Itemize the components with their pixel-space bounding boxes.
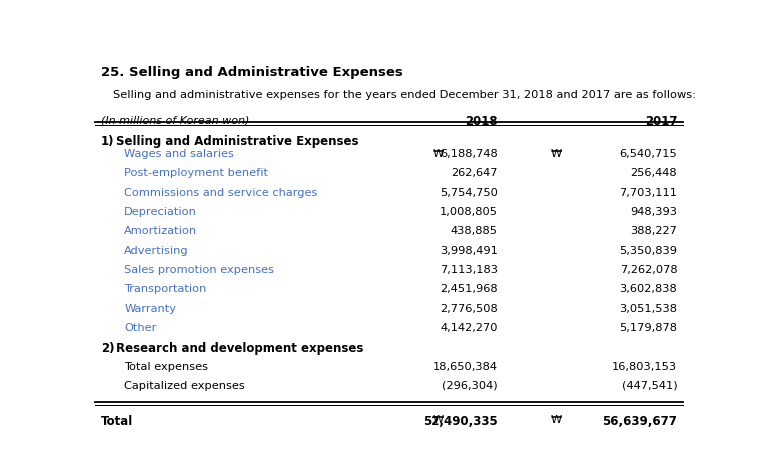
Text: 256,448: 256,448 bbox=[631, 168, 677, 178]
Text: 948,393: 948,393 bbox=[630, 207, 677, 217]
Text: 5,754,750: 5,754,750 bbox=[440, 188, 498, 198]
Text: 5,179,878: 5,179,878 bbox=[619, 323, 677, 333]
Text: 2,451,968: 2,451,968 bbox=[440, 284, 498, 294]
Text: 6,540,715: 6,540,715 bbox=[619, 149, 677, 159]
Text: ₩: ₩ bbox=[551, 149, 562, 159]
Text: 25. Selling and Administrative Expenses: 25. Selling and Administrative Expenses bbox=[101, 66, 402, 79]
Text: 3,602,838: 3,602,838 bbox=[619, 284, 677, 294]
Text: 52,490,335: 52,490,335 bbox=[423, 415, 498, 428]
Text: 388,227: 388,227 bbox=[630, 226, 677, 236]
Text: Selling and administrative expenses for the years ended December 31, 2018 and 20: Selling and administrative expenses for … bbox=[112, 90, 695, 100]
Text: Sales promotion expenses: Sales promotion expenses bbox=[124, 265, 274, 275]
Text: (296,304): (296,304) bbox=[442, 381, 498, 391]
Text: 4,142,270: 4,142,270 bbox=[440, 323, 498, 333]
Text: Transportation: Transportation bbox=[124, 284, 206, 294]
Text: 16,803,153: 16,803,153 bbox=[612, 362, 677, 372]
Text: Warranty: Warranty bbox=[124, 304, 176, 314]
Text: Capitalized expenses: Capitalized expenses bbox=[124, 381, 245, 391]
Text: 2017: 2017 bbox=[644, 115, 677, 128]
Text: 438,885: 438,885 bbox=[451, 226, 498, 236]
Text: Other: Other bbox=[124, 323, 156, 333]
Text: 3,051,538: 3,051,538 bbox=[619, 304, 677, 314]
Text: (In millions of Korean won): (In millions of Korean won) bbox=[101, 115, 249, 125]
Text: Wages and salaries: Wages and salaries bbox=[124, 149, 235, 159]
Text: 5,350,839: 5,350,839 bbox=[619, 246, 677, 255]
Text: Total expenses: Total expenses bbox=[124, 362, 208, 372]
Text: 18,650,384: 18,650,384 bbox=[433, 362, 498, 372]
Text: Selling and Administrative Expenses: Selling and Administrative Expenses bbox=[116, 135, 358, 148]
Text: 2): 2) bbox=[101, 342, 115, 356]
Text: 3,998,491: 3,998,491 bbox=[440, 246, 498, 255]
Text: ₩: ₩ bbox=[433, 149, 444, 159]
Text: 1,008,805: 1,008,805 bbox=[439, 207, 498, 217]
Text: 1): 1) bbox=[101, 135, 115, 148]
Text: 56,639,677: 56,639,677 bbox=[603, 415, 677, 428]
Text: Total: Total bbox=[101, 415, 133, 428]
Text: 262,647: 262,647 bbox=[452, 168, 498, 178]
Text: 7,113,183: 7,113,183 bbox=[439, 265, 498, 275]
Text: ₩: ₩ bbox=[551, 415, 562, 425]
Text: (447,541): (447,541) bbox=[622, 381, 677, 391]
Text: 2,776,508: 2,776,508 bbox=[440, 304, 498, 314]
Text: Advertising: Advertising bbox=[124, 246, 189, 255]
Text: Depreciation: Depreciation bbox=[124, 207, 197, 217]
Text: Commissions and service charges: Commissions and service charges bbox=[124, 188, 318, 198]
Text: 2018: 2018 bbox=[465, 115, 498, 128]
Text: 7,262,078: 7,262,078 bbox=[619, 265, 677, 275]
Text: ₩: ₩ bbox=[433, 415, 444, 425]
Text: Amortization: Amortization bbox=[124, 226, 197, 236]
Text: Research and development expenses: Research and development expenses bbox=[116, 342, 364, 356]
Text: Post-employment benefit: Post-employment benefit bbox=[124, 168, 268, 178]
Text: 7,703,111: 7,703,111 bbox=[619, 188, 677, 198]
Text: 6,188,748: 6,188,748 bbox=[440, 149, 498, 159]
